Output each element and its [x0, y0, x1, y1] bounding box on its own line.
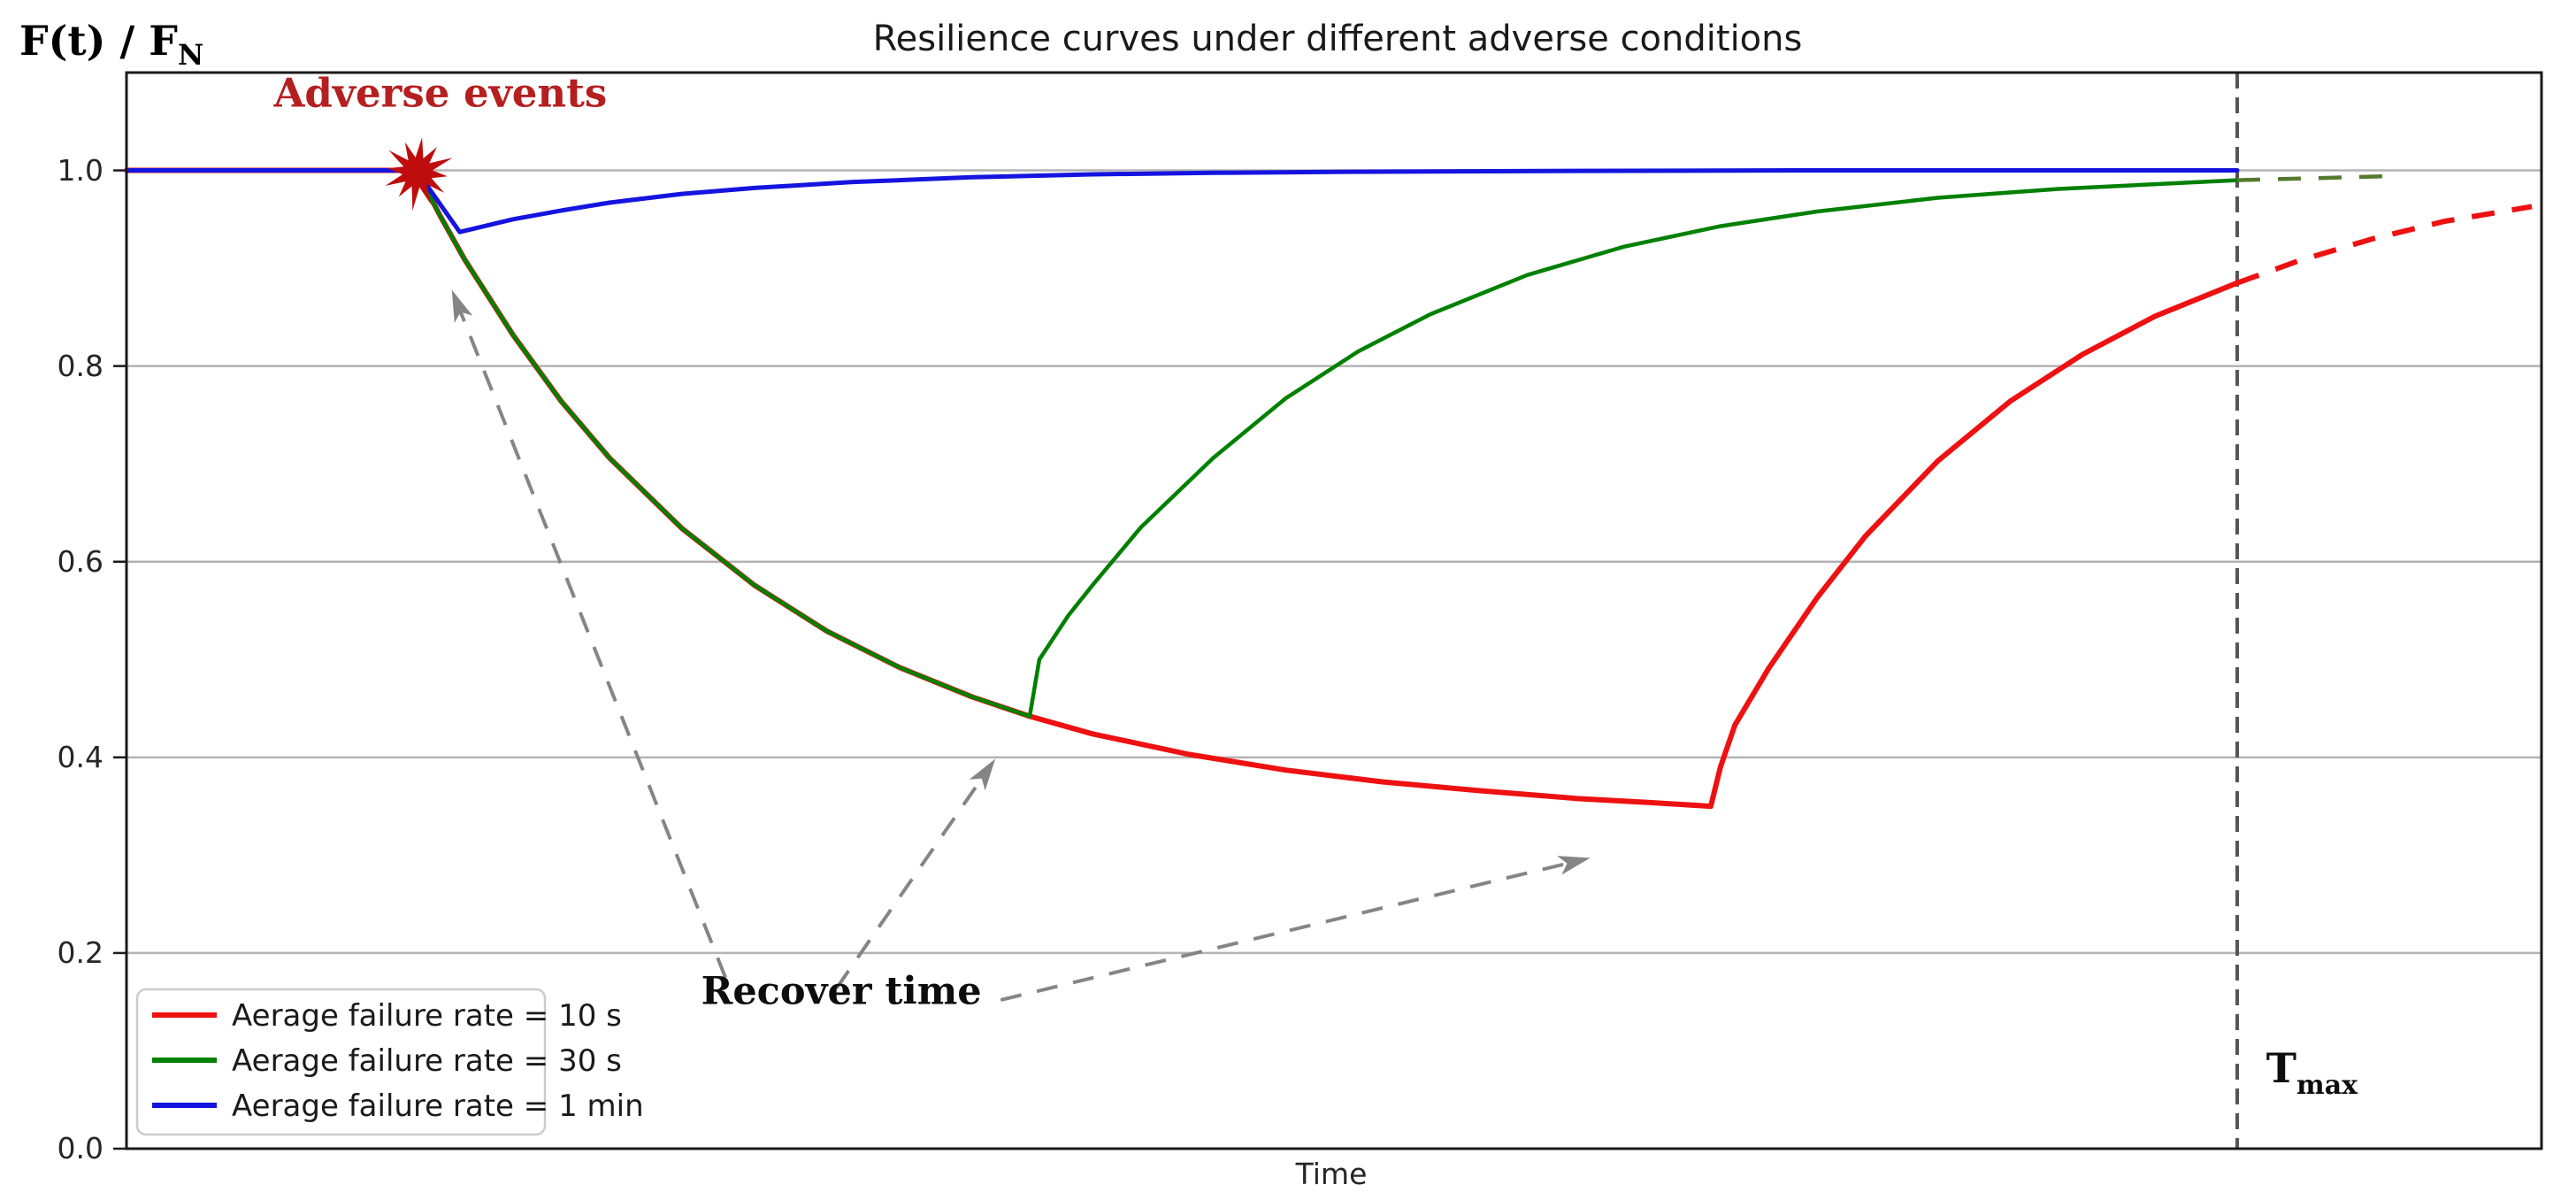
y-axis-label-main: F(t) / F: [19, 17, 178, 65]
x-axis-label: Time: [1295, 1157, 1368, 1191]
y-axis-label: F(t) / FN: [19, 17, 203, 72]
recover-time-label: Recover time: [702, 969, 982, 1013]
legend-label-30s: Aerage failure rate = 30 s: [232, 1043, 622, 1079]
tmax-label-sub: max: [2296, 1070, 2358, 1101]
curve-blue: [124, 168, 2240, 235]
y-tick-0.2: 0.2: [58, 935, 104, 970]
recover-time-arrow-3: [1000, 856, 1591, 1002]
y-tick-0.4: 0.4: [58, 740, 104, 774]
tmax-label: Tmax: [2266, 1044, 2358, 1101]
plot-generated-over: [385, 137, 1591, 1002]
plot-frame: [125, 71, 2543, 1150]
y-tick-0.8: 0.8: [58, 349, 104, 383]
y-tick-0.0: 0.0: [58, 1131, 104, 1165]
legend: Aerage failure rate = 10 s Aerage failur…: [135, 988, 644, 1136]
chart-title: Resilience curves under different advers…: [873, 19, 1803, 59]
curve-red-dashed-projection: [2235, 204, 2533, 286]
recover-time-arrow-1: [451, 289, 727, 979]
tmax-label-main: T: [2266, 1044, 2296, 1092]
legend-label-10s: Aerage failure rate = 10 s: [232, 998, 622, 1034]
plot-generated-under: [113, 73, 2542, 1150]
y-axis-label-sub: N: [178, 38, 203, 72]
y-tick-1.0: 1.0: [58, 153, 104, 188]
adverse-events-label: Adverse events: [273, 70, 608, 117]
curve-green-dashed-projection: [2236, 173, 2385, 182]
legend-box: [135, 988, 547, 1136]
y-tick-labels: 0.0 0.2 0.4 0.6 0.8 1.0: [58, 153, 104, 1165]
legend-label-1min: Aerage failure rate = 1 min: [232, 1088, 644, 1124]
recover-time-arrow-2: [834, 758, 996, 989]
y-tick-0.6: 0.6: [58, 544, 104, 579]
curve-green: [124, 168, 2240, 719]
adverse-event-star-icon: [385, 137, 453, 212]
